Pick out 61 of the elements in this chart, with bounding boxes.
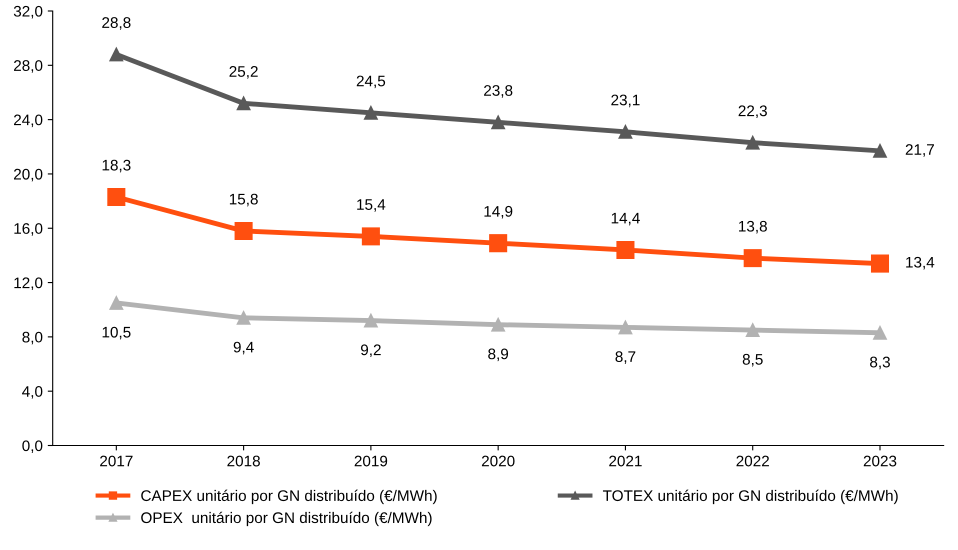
point [364,106,378,120]
y-tick-label: 32,0 [14,6,42,18]
y-tick-label: 28,0 [14,60,42,73]
data-label: 9,4 [234,342,254,354]
data-label: 23,1 [611,94,640,108]
data-label: 23,8 [484,85,512,98]
point [873,144,887,158]
data-label: 25,2 [230,66,258,79]
point [746,323,760,338]
point [364,314,378,328]
x-tick-label: 2020 [482,456,515,466]
x-tick-label: 2017 [100,456,133,466]
data-label: 15,4 [357,199,386,212]
x-tick-label: 2019 [354,456,388,466]
point [870,254,890,273]
point [109,48,124,62]
data-label: 18,3 [102,160,131,172]
data-label: 14,9 [484,206,512,219]
data-label: 10,5 [102,326,131,340]
point [489,234,508,252]
legend-label: OPEX unitário por GN distribuído (€/MWh) [141,512,432,526]
data-label: 13,4 [906,256,934,270]
data-label: 22,3 [738,105,767,118]
point [744,249,762,268]
data-label: 9,2 [360,344,381,358]
y-tick-label: 16,0 [14,223,42,236]
x-tick-label: 2023 [864,456,896,466]
data-label: 8,7 [615,351,636,364]
point [746,136,760,150]
data-label: 8,5 [742,354,763,367]
y-tick-label: 4,0 [22,386,42,399]
x-tick-label: 2022 [736,456,769,466]
data-label: 15,8 [230,194,258,206]
point [491,115,506,130]
point [107,188,126,206]
point [236,96,251,110]
point [873,326,887,340]
data-label: 13,8 [739,220,767,234]
point [616,240,634,260]
data-label: 21,7 [906,144,934,157]
data-label: 28,8 [102,17,131,30]
data-label: 14,4 [612,212,640,226]
point [618,124,632,139]
point [618,320,632,334]
x-tick-label: 2018 [227,456,260,466]
point [109,296,124,310]
y-tick-label: 24,0 [14,114,42,128]
y-tick-label: 12,0 [14,277,42,290]
y-tick-label: 20,0 [14,168,42,182]
point [491,318,506,332]
data-label: 24,5 [356,76,386,88]
legend-label: TOTEX unitário por GN distribuído (€/MWh) [602,490,898,504]
y-tick-label: 0,0 [22,440,42,453]
data-label: 8,3 [870,356,890,370]
point [234,222,253,240]
point [236,310,251,325]
y-tick-label: 8,0 [22,332,42,344]
legend-label: CAPEX unitário por GN distribuído (€/MWh) [141,490,437,504]
point [362,227,380,246]
x-tick-label: 2021 [609,456,642,466]
data-label: 8,9 [488,348,508,362]
